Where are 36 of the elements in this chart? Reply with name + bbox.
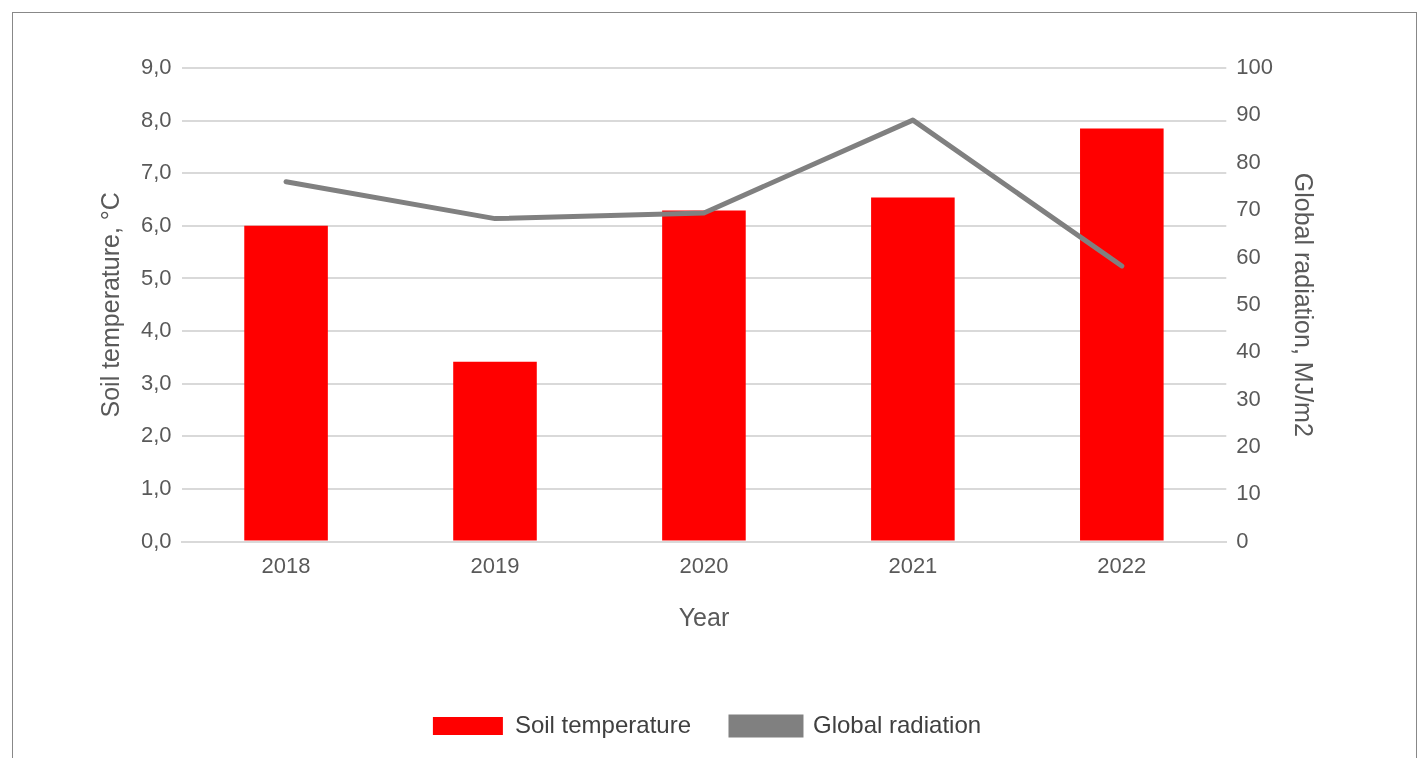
- legend-label: Soil temperature: [514, 710, 691, 738]
- y2-tick-label: 40: [1236, 338, 1261, 364]
- y-tick-label: 7,0: [140, 159, 172, 185]
- bar: [871, 197, 955, 541]
- bar: [662, 210, 746, 541]
- x-axis-title: Year: [678, 602, 730, 631]
- y-axis-title: Soil temperature, °C: [95, 192, 124, 418]
- x-tick-label: 2020: [679, 552, 729, 578]
- y2-tick-label: 10: [1236, 480, 1261, 506]
- y2-tick-label: 60: [1236, 243, 1261, 269]
- y-tick-label: 5,0: [140, 264, 172, 290]
- bar: [453, 361, 537, 541]
- y-tick-label: 0,0: [140, 527, 172, 553]
- y-tick-label: 8,0: [140, 106, 172, 132]
- y2-axis-title: Global radiation, MJ/m2: [1290, 172, 1319, 437]
- y-tick-label: 2,0: [140, 422, 172, 448]
- x-tick-label: 2019: [470, 552, 520, 578]
- legend-label: Global radiation: [812, 710, 982, 738]
- bar: [244, 225, 328, 541]
- x-tick-label: 2021: [888, 552, 938, 578]
- x-tick-label: 2022: [1097, 552, 1147, 578]
- y2-tick-label: 80: [1236, 148, 1261, 174]
- y2-tick-label: 100: [1236, 54, 1274, 80]
- y2-tick-label: 30: [1236, 385, 1261, 411]
- y-tick-label: 4,0: [140, 317, 172, 343]
- y2-tick-label: 20: [1236, 432, 1261, 458]
- x-tick-label: 2018: [261, 552, 311, 578]
- y-tick-label: 1,0: [140, 475, 172, 501]
- y2-tick-label: 50: [1236, 290, 1261, 316]
- y2-tick-label: 90: [1236, 101, 1261, 127]
- y-tick-label: 3,0: [140, 369, 172, 395]
- y-tick-label: 6,0: [140, 211, 172, 237]
- y-tick-label: 9,0: [140, 54, 172, 80]
- bar: [1080, 128, 1164, 541]
- y2-tick-label: 0: [1236, 527, 1249, 553]
- y2-tick-label: 70: [1236, 196, 1261, 222]
